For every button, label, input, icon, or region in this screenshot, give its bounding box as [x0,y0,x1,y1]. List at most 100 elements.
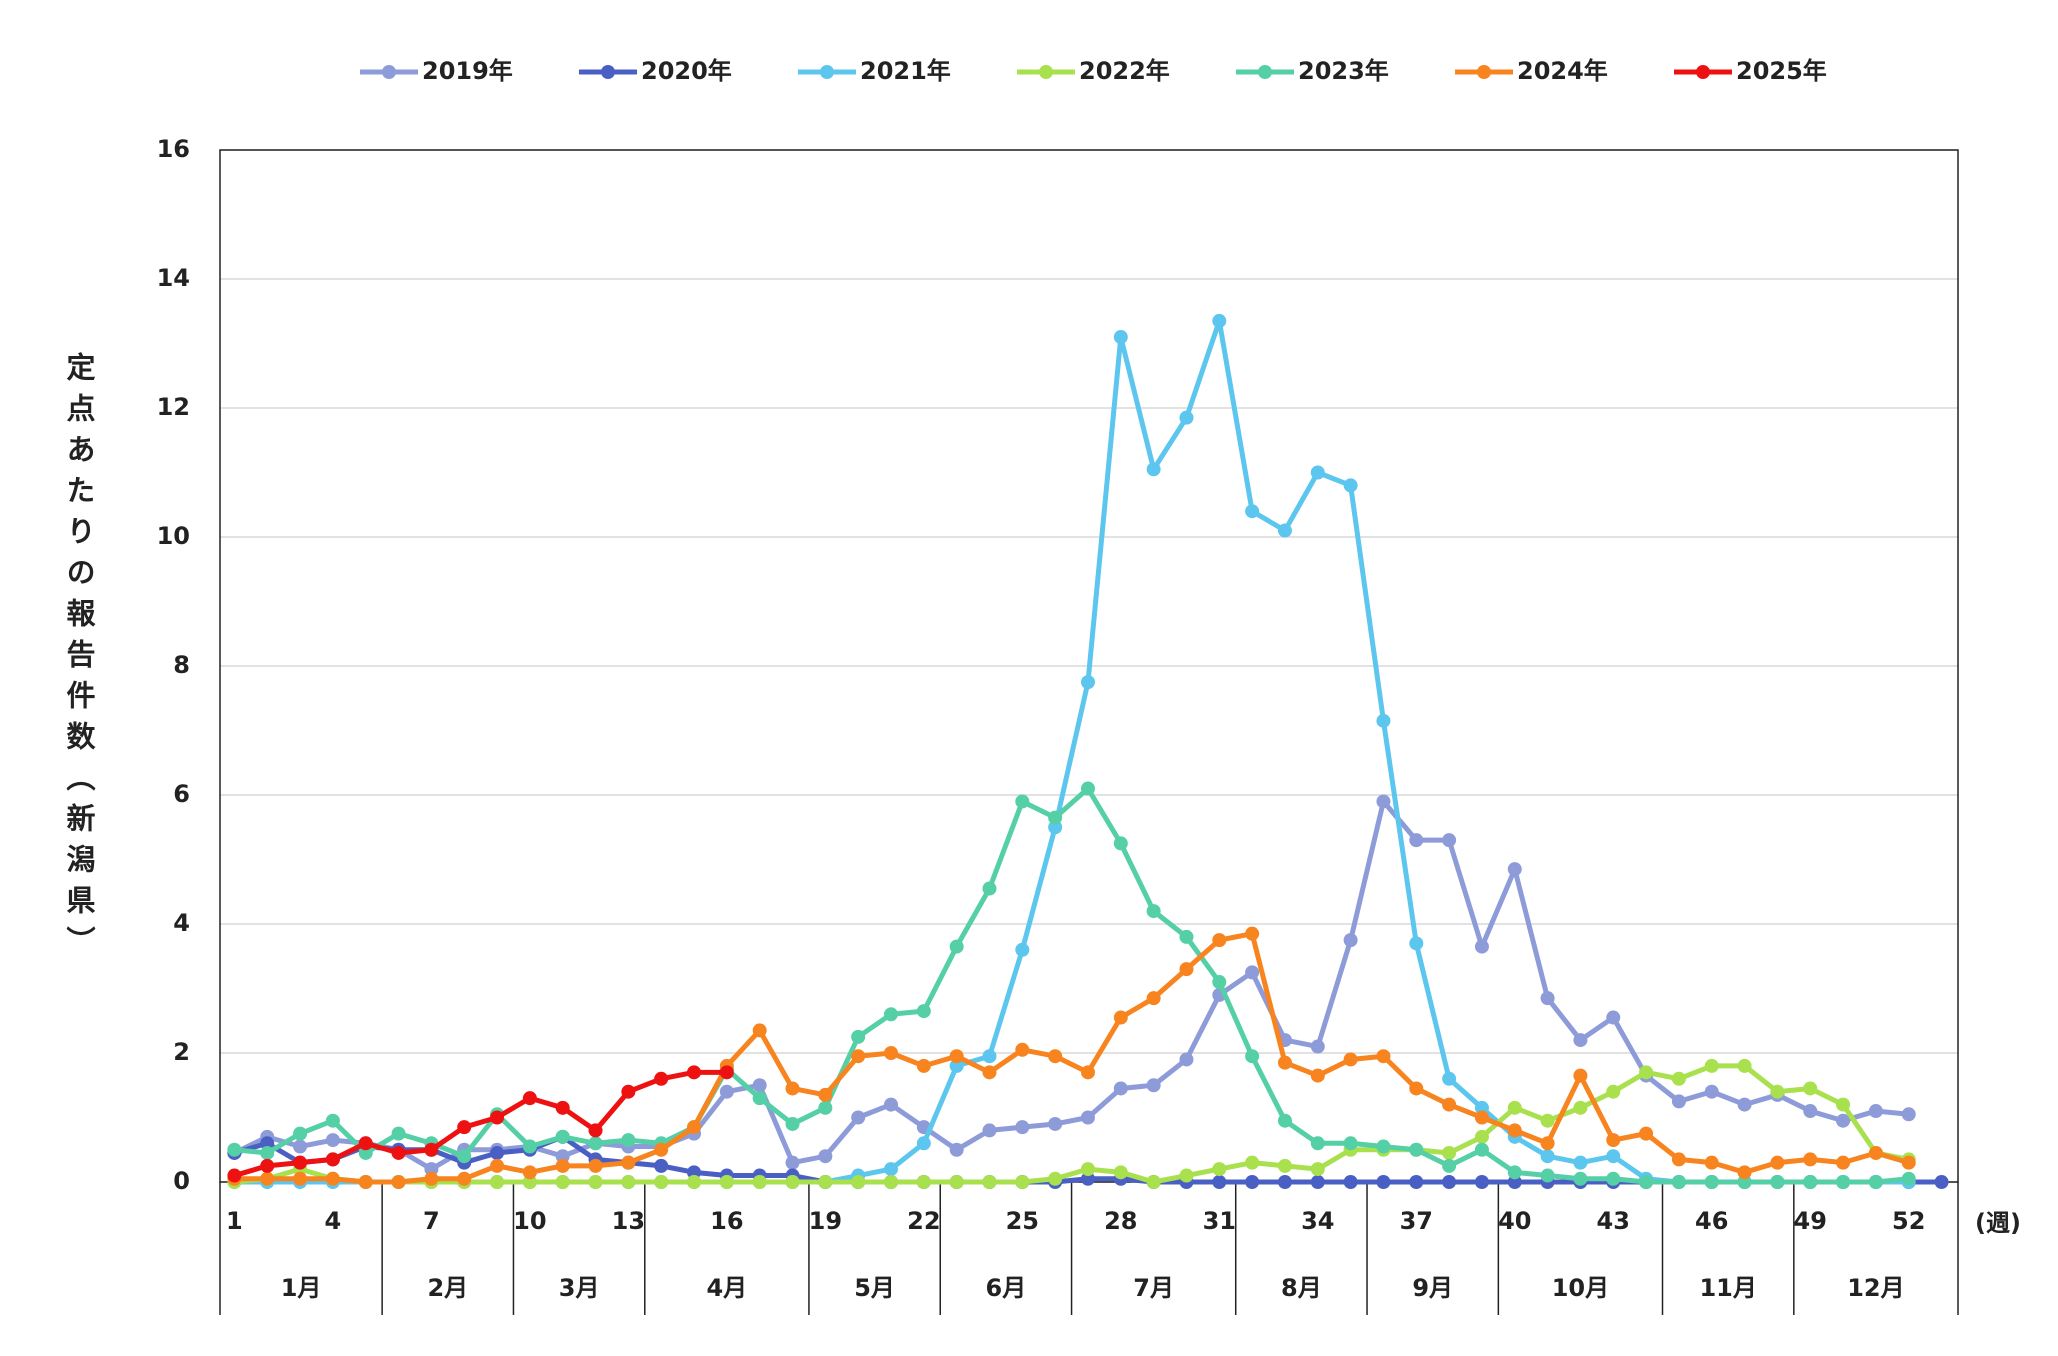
data-point [884,1046,898,1060]
data-point [293,1155,308,1170]
x-tick-label: 28 [1104,1207,1137,1235]
data-point [916,1058,931,1073]
data-point [719,1065,734,1080]
data-point [1277,1113,1292,1128]
data-point [1474,1100,1489,1115]
data-point [1737,1165,1752,1180]
data-point [1704,1058,1719,1073]
y-tick-label: 2 [173,1038,190,1066]
data-point [1803,1175,1818,1189]
data-point [1310,1175,1325,1189]
data-point [785,1116,800,1131]
data-point [818,1100,833,1115]
data-point [1277,1158,1292,1173]
month-label: 7月 [1133,1274,1174,1302]
y-axis-label: 定点あたりの報告件数（新潟県） [62,352,96,967]
month-label: 9月 [1412,1274,1453,1302]
data-point [916,1175,931,1189]
data-point [1245,1175,1260,1189]
data-point [457,1171,472,1186]
data-point [1113,1165,1128,1180]
series-line [233,798,1909,1172]
data-point [1277,1175,1292,1189]
data-point [1770,1084,1785,1099]
data-point [490,1110,505,1125]
x-tick-label: 49 [1794,1207,1827,1235]
data-point [818,1175,833,1189]
data-point [1212,1175,1227,1189]
data-point [719,1084,734,1099]
data-point [1474,1110,1489,1125]
data-point [621,1155,636,1170]
data-point [358,1145,373,1160]
data-point [752,1023,767,1038]
data-point [1179,929,1194,944]
data-point [555,1100,570,1115]
data-point [1540,1149,1555,1164]
data-point [1376,1049,1391,1064]
data-point [1376,713,1391,728]
data-point [1770,1155,1785,1170]
data-point [687,1065,702,1080]
data-point [1442,1071,1457,1086]
month-label: 1月 [281,1274,322,1302]
data-point [752,1175,767,1189]
data-point [1803,1152,1818,1167]
data-point [1573,1100,1588,1115]
data-point [1737,1097,1752,1112]
data-point [884,1162,898,1177]
data-point [785,1175,800,1189]
data-point [1146,904,1161,919]
data-point [1277,1055,1292,1070]
data-point [391,1145,406,1160]
data-point [588,1136,603,1151]
data-point [1540,991,1555,1006]
data-point [1376,1139,1391,1154]
legend-marker [1477,65,1491,79]
series-line [234,786,1909,1185]
data-point [1245,504,1260,519]
data-point [654,1071,669,1086]
data-point [1080,675,1095,690]
data-point [949,1058,964,1073]
data-point [982,1175,997,1189]
legend-marker [1039,65,1053,79]
data-point [588,1175,603,1189]
data-point [1836,1155,1851,1170]
legend-marker [382,65,396,79]
data-point [1507,1165,1522,1180]
data-point [818,1149,833,1164]
data-point [1212,313,1227,328]
x-tick-label: 4 [325,1207,342,1235]
data-point [260,1171,275,1186]
data-point [1245,1155,1260,1170]
data-point [1310,1162,1325,1177]
x-tick-label: 19 [809,1207,842,1235]
data-point [654,1175,669,1189]
data-point [1409,833,1424,848]
data-point [851,1110,866,1125]
data-point [1737,1058,1752,1073]
data-point [982,881,997,896]
month-label: 4月 [706,1274,747,1302]
data-point [1343,1136,1358,1151]
data-point [1015,1042,1030,1057]
data-point [1277,523,1292,538]
y-tick-label: 0 [173,1167,190,1195]
data-point [1868,1104,1883,1119]
data-point [1179,1052,1194,1067]
data-point [260,1158,275,1173]
data-point [949,1049,964,1064]
data-point [1245,1049,1260,1064]
data-point [1507,1123,1522,1138]
legend-label: 2024年 [1517,57,1608,85]
data-point [1474,939,1489,954]
month-label: 6月 [986,1274,1027,1302]
x-tick-label: 43 [1597,1207,1630,1235]
data-point [1573,1171,1588,1186]
data-point [1442,1097,1457,1112]
data-point [1048,1049,1063,1064]
data-point [490,1158,505,1173]
